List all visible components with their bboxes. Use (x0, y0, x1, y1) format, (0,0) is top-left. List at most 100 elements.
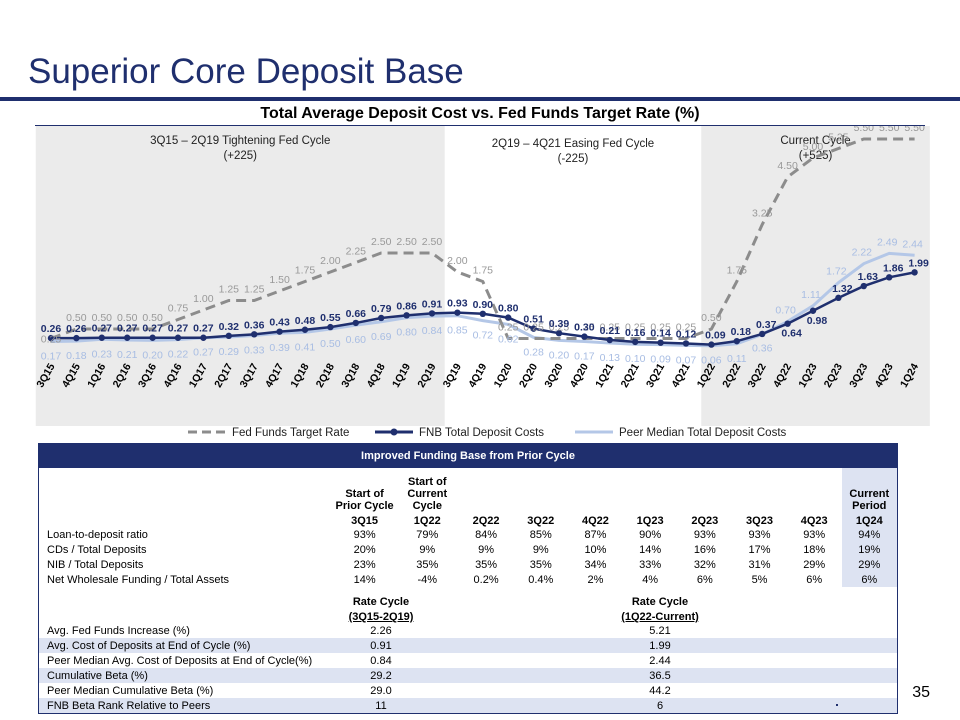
column-header-period: 4Q23 (800, 515, 828, 527)
beta-prior-value: 0.84 (370, 654, 392, 667)
fed-funds-label: 1.25 (219, 284, 240, 296)
fnb-point (657, 339, 664, 346)
peer-median-label: 0.22 (168, 349, 189, 361)
cycle-band-1 (35, 126, 445, 426)
fnb-point (174, 334, 182, 341)
cell-value: 79% (416, 528, 439, 541)
fed-funds-label: 5.25 (828, 132, 849, 144)
fnb-label: 0.12 (676, 328, 697, 340)
peer-median-label: 0.28 (523, 346, 544, 358)
fed-funds-label: 0.25 (523, 322, 544, 334)
cell-value: 0.2% (473, 573, 499, 586)
fed-funds-label: 3.25 (752, 208, 773, 220)
fnb-point (911, 269, 918, 276)
fnb-point (327, 323, 334, 331)
cell-value: 93% (748, 528, 771, 541)
peer-median-label: 2.49 (877, 236, 898, 248)
header-spacer (39, 608, 339, 623)
fed-funds-label: 5.00 (803, 141, 824, 153)
peer-median-label: 1.72 (826, 266, 847, 278)
page-title: Superior Core Deposit Base (28, 52, 464, 91)
cell-value: 87% (584, 528, 607, 541)
title-divider (0, 97, 960, 101)
beta-row-label: Peer Median Avg. Cost of Deposits at End… (47, 654, 313, 667)
x-tick-label: 2Q21 (619, 361, 642, 389)
cell-value: 29% (841, 557, 897, 572)
peer-median-label: 0.80 (396, 327, 417, 339)
beta-current-value: 36.5 (423, 668, 897, 683)
cell-value: 34% (584, 558, 607, 571)
cell-value: 9% (419, 543, 436, 556)
beta-row: Avg. Fed Funds Increase (%) 2.26 5.21 (39, 623, 897, 638)
column-header-top: Start of Prior Cycle (335, 488, 394, 512)
fnb-label: 0.36 (244, 319, 265, 331)
beta-prior-value: 29.2 (339, 668, 423, 683)
cell-value: 35% (475, 558, 498, 571)
fed-funds-label: 0.50 (117, 312, 138, 324)
fnb-label: 0.27 (117, 323, 138, 335)
beta-row-label: Avg. Fed Funds Increase (%) (47, 624, 190, 637)
fed-funds-label: 2.00 (320, 255, 341, 267)
beta-row-label: Cumulative Beta (%) (39, 668, 339, 683)
fnb-point (454, 309, 461, 316)
x-tick-label: 4Q20 (568, 361, 591, 389)
fed-funds-label: 1.75 (727, 265, 748, 277)
peer-median-label: 0.10 (625, 353, 646, 365)
fed-funds-label: 2.25 (346, 246, 367, 258)
fed-funds-label: 0.75 (168, 303, 189, 315)
header-spacer (39, 512, 333, 527)
peer-median-label: 0.18 (66, 350, 87, 362)
beta-row-label: FNB Beta Rank Relative to Peers (39, 698, 339, 713)
fnb-label: 0.48 (295, 315, 316, 327)
legend-marker (390, 428, 398, 436)
column-header-period: 2Q23 (691, 515, 719, 527)
column-header-period: 2Q22 (472, 515, 500, 527)
beta-header-row: Rate Cycle Rate Cycle (39, 593, 897, 608)
fnb-label: 0.27 (92, 323, 113, 335)
fed-funds-label: 0.25 (600, 322, 621, 334)
fnb-point (809, 307, 817, 314)
fnb-label: 0.09 (705, 330, 726, 342)
fed-funds-label: 2.50 (396, 236, 417, 248)
row-label: Loan-to-deposit ratio (47, 528, 148, 541)
beta-current-value: 2.44 (649, 654, 671, 667)
column-header-period: 3Q15 (351, 515, 379, 527)
cell-value: 35% (529, 558, 552, 571)
column-header-top (677, 468, 732, 512)
beta-prior-value: 0.91 (339, 638, 423, 653)
fnb-point (505, 314, 512, 321)
fnb-label: 0.27 (193, 323, 214, 335)
peer-median-label: 0.84 (422, 325, 443, 337)
fnb-point (784, 320, 791, 327)
cell-value: 14% (353, 573, 376, 586)
peer-median-label: 0.07 (676, 354, 697, 366)
cell-value: 23% (353, 558, 376, 571)
chart-title-divider (35, 125, 925, 126)
beta-prior-value: 2.26 (370, 624, 392, 637)
fnb-label: 0.32 (219, 321, 240, 333)
peer-median-label: 0.60 (346, 334, 367, 346)
fnb-point (555, 329, 563, 337)
fnb-label: 0.80 (498, 303, 519, 315)
table-row: NIB / Total Deposits 23% 35% 35% 35% 34% 33% 32… (39, 557, 897, 572)
fnb-label: 1.99 (908, 257, 929, 269)
fed-funds-label: 2.50 (371, 236, 392, 248)
header-spacer (39, 468, 333, 512)
x-tick-label: 1Q20 (492, 361, 515, 389)
beta-row: FNB Beta Rank Relative to Peers 11 6 (39, 698, 897, 713)
cell-value: 32% (693, 558, 716, 571)
cell-value: 18% (803, 543, 826, 556)
header-row-period: 3Q15 1Q22 2Q22 3Q22 4Q22 1Q23 2Q23 3Q23 4Q23 1Q24 (39, 512, 897, 527)
peer-median-label: 0.41 (295, 341, 316, 353)
fnb-point (251, 331, 258, 338)
cell-value: 31% (748, 558, 771, 571)
cell-value: 35% (416, 558, 439, 571)
fnb-point (530, 325, 537, 332)
cycle-label-1: 3Q15 – 2Q19 Tightening Fed Cycle (150, 135, 330, 147)
fnb-point (733, 337, 740, 345)
fnb-point (403, 312, 410, 319)
fnb-label: 1.86 (883, 262, 904, 274)
fnb-point (428, 310, 436, 317)
fnb-point (149, 334, 156, 341)
legend-label-1: Fed Funds Target Rate (232, 427, 349, 439)
